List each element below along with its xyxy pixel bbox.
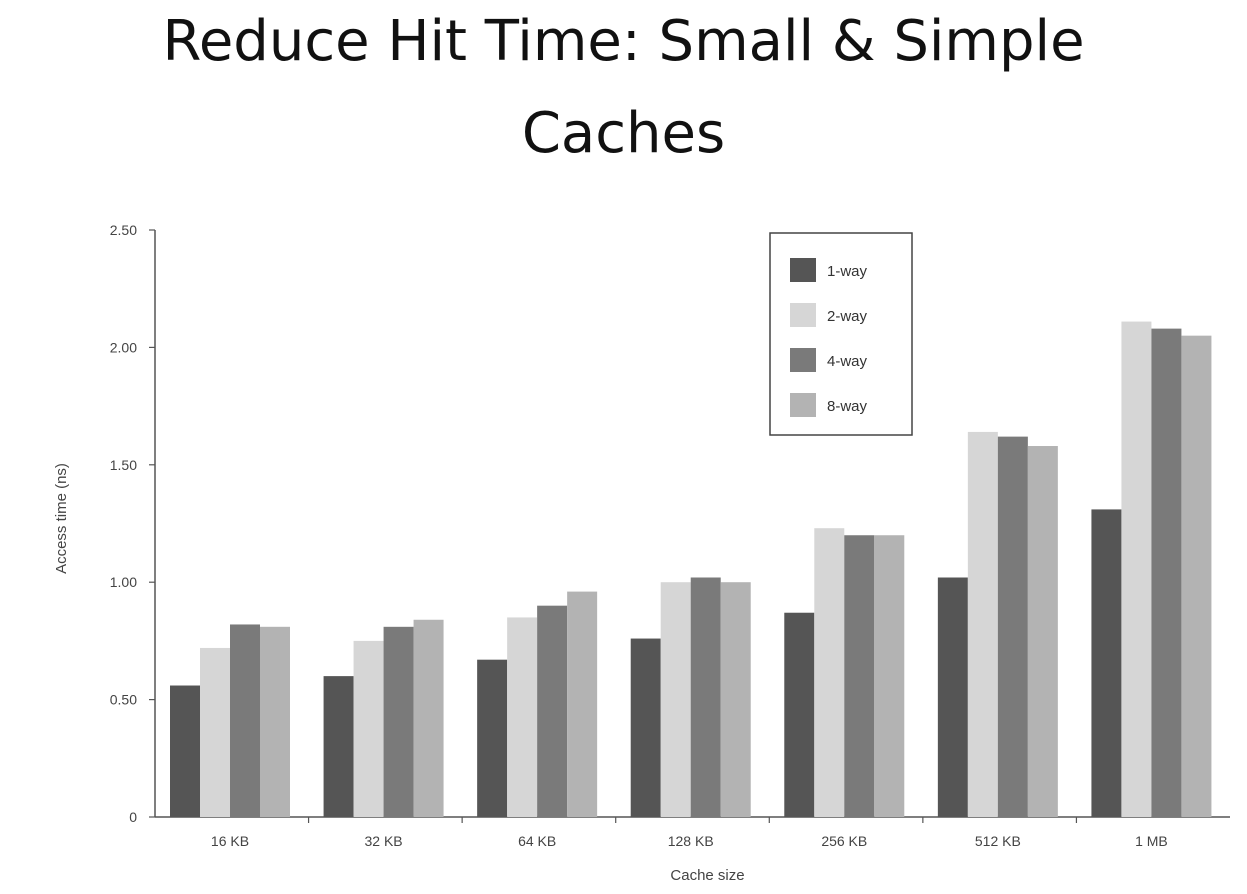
bar [1091,509,1122,817]
bar [230,624,260,817]
bar [1151,328,1182,817]
bar [967,431,998,817]
bar [874,535,905,817]
legend-label: 8-way [827,398,868,415]
legend-label: 4-way [827,353,868,370]
legend-swatch [790,348,816,372]
legend-swatch [790,393,816,417]
legend-swatch [790,303,816,327]
chart-bars [170,321,1212,817]
x-tick-label: 32 KB [365,833,403,849]
bar [1181,335,1212,817]
legend-swatch [790,258,816,282]
y-tick-label: 2.00 [110,339,137,355]
bar [477,659,508,817]
bar [630,638,661,817]
y-tick-labels: 0 0.50 1.00 1.50 2.00 2.50 [110,222,137,825]
y-tick-label: 2.50 [110,222,137,238]
x-tick-label: 256 KB [821,833,867,849]
y-tick-label: 0 [129,809,137,825]
bar [323,676,354,817]
bar [937,577,968,817]
y-tick-label: 1.00 [110,574,137,590]
x-tick-label: 128 KB [668,833,714,849]
bar [720,582,751,817]
bar [537,605,568,817]
bar [567,591,598,817]
page-title-line-1: Reduce Hit Time: Small & Simple [162,9,1085,74]
bar [997,436,1028,817]
bar [660,582,691,817]
bar [784,612,815,817]
x-tick-label: 512 KB [975,833,1021,849]
bar [383,626,414,817]
bar [507,617,538,817]
x-tick-labels: 16 KB 32 KB 64 KB 128 KB 256 KB 512 KB 1 MB [211,833,1168,849]
y-tick-label: 0.50 [110,692,137,708]
x-tick-label: 64 KB [518,833,556,849]
bar [170,685,200,817]
bar [260,626,290,817]
bar [814,528,845,817]
bar [1027,446,1058,817]
x-tick-label: 1 MB [1135,833,1168,849]
bar [413,619,444,817]
x-tick-label: 16 KB [211,833,249,849]
bar [1121,321,1152,817]
bar [200,647,230,817]
legend-label: 2-way [827,308,868,325]
page-title-line-2: Caches [521,101,726,166]
y-tick-label: 1.50 [110,457,137,473]
bar [690,577,721,817]
x-axis-label: Cache size [670,867,744,884]
bar [844,535,875,817]
bar [353,640,384,817]
chart-legend: 1-way 2-way 4-way 8-way [769,232,913,436]
y-axis-label: Access time (ns) [53,463,70,574]
legend-label: 1-way [827,263,868,280]
